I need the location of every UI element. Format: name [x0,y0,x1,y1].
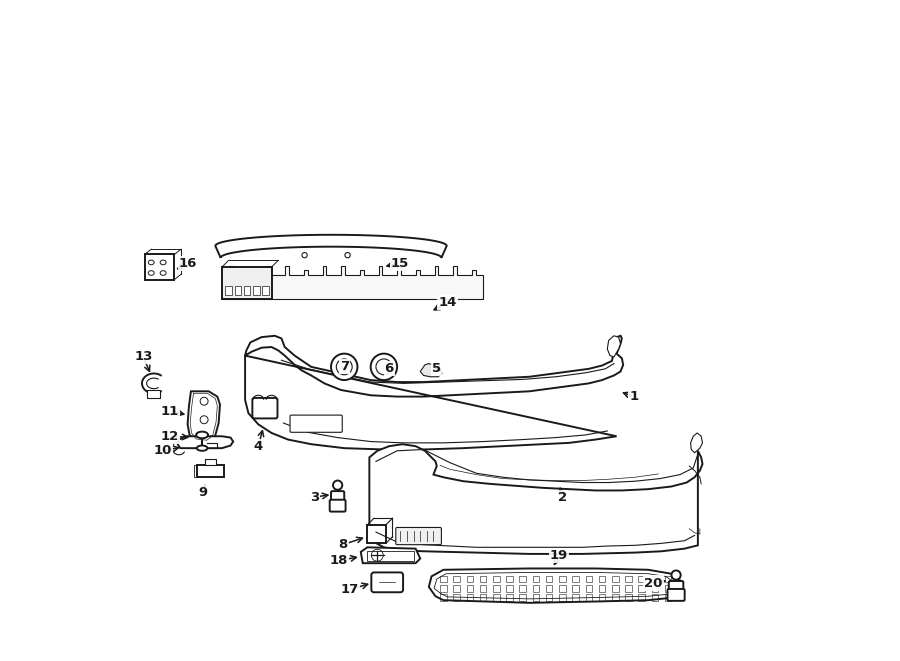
Text: 8: 8 [338,538,347,551]
Polygon shape [222,266,483,299]
Text: 13: 13 [134,350,152,364]
Text: 5: 5 [432,362,441,375]
Text: 12: 12 [160,430,179,443]
Polygon shape [215,235,446,258]
Bar [222,267,272,299]
Circle shape [345,253,350,258]
FancyBboxPatch shape [668,589,685,601]
Bar [244,286,250,295]
Text: 20: 20 [644,576,662,590]
Text: 18: 18 [329,554,348,567]
Text: 2: 2 [558,490,567,504]
Text: 16: 16 [179,256,197,270]
Ellipse shape [197,446,207,451]
FancyBboxPatch shape [329,500,346,512]
FancyBboxPatch shape [372,572,403,592]
Bar [253,286,259,295]
Polygon shape [420,364,442,377]
Text: 14: 14 [438,296,456,309]
Circle shape [371,354,397,380]
Polygon shape [608,336,620,357]
Text: 7: 7 [339,360,349,373]
Bar [148,390,160,398]
Ellipse shape [196,432,208,438]
FancyBboxPatch shape [396,527,441,545]
Text: 6: 6 [384,362,394,375]
Circle shape [331,354,357,380]
Polygon shape [177,436,233,448]
Polygon shape [690,433,703,453]
Circle shape [302,253,307,258]
Text: 17: 17 [340,583,359,596]
Circle shape [333,481,342,490]
Text: 10: 10 [153,444,172,457]
Text: 11: 11 [160,405,179,418]
Polygon shape [428,568,681,603]
Polygon shape [361,547,420,563]
Ellipse shape [148,260,154,264]
Polygon shape [245,336,623,449]
Circle shape [671,570,680,580]
FancyBboxPatch shape [331,491,344,504]
FancyBboxPatch shape [290,415,342,432]
FancyBboxPatch shape [669,581,683,593]
Bar [197,465,224,477]
Text: 19: 19 [550,549,568,562]
Bar [366,551,414,561]
Text: 4: 4 [254,440,263,453]
Ellipse shape [148,271,154,275]
Bar [262,286,269,295]
Bar [145,254,175,280]
Bar [225,286,232,295]
Ellipse shape [160,271,166,275]
Bar [367,525,386,543]
Polygon shape [187,391,220,443]
Text: 1: 1 [629,390,638,403]
Bar [235,286,241,295]
Polygon shape [369,444,703,554]
Bar [205,459,216,465]
Text: 9: 9 [198,486,207,499]
FancyBboxPatch shape [252,398,277,418]
Text: 15: 15 [391,256,409,270]
Ellipse shape [160,260,166,264]
Text: 3: 3 [310,490,320,504]
